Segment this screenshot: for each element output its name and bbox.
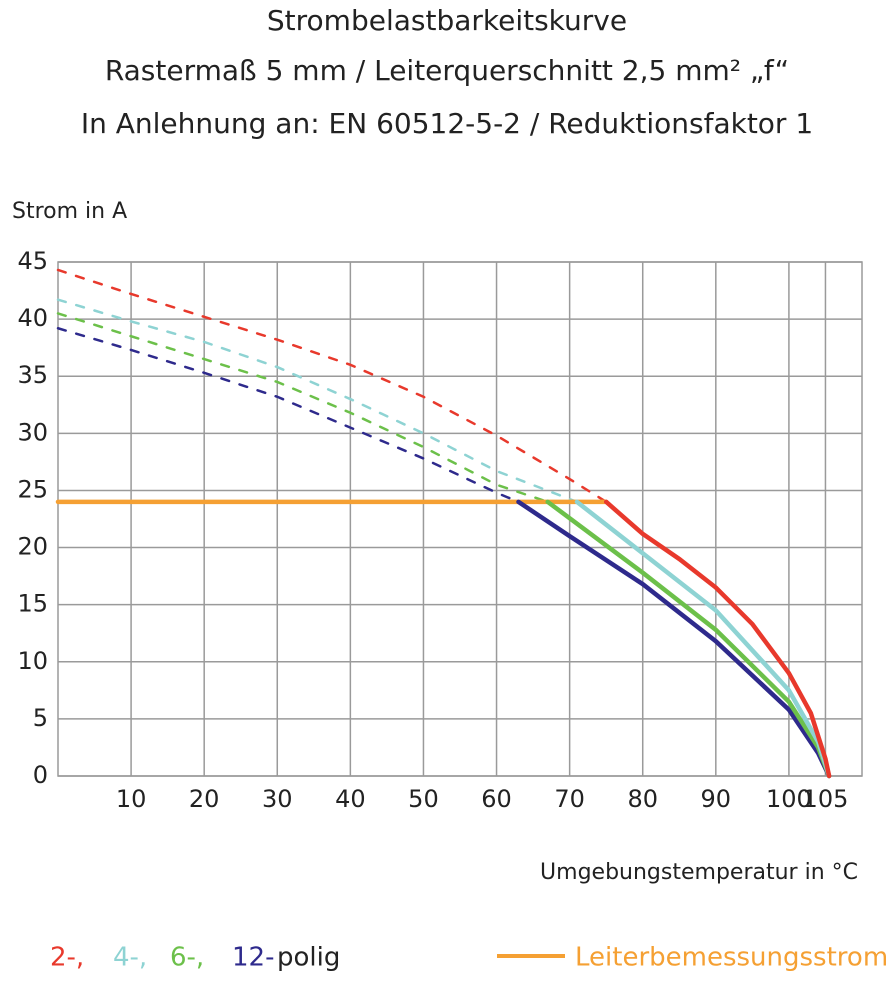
y-tick-label: 25 [17, 475, 48, 503]
y-tick-label: 15 [17, 590, 48, 618]
x-tick-label: 30 [262, 785, 293, 813]
x-tick-label: 20 [189, 785, 220, 813]
legend-label: 2-, [50, 943, 84, 973]
y-tick-label: 30 [17, 418, 48, 446]
legend-label: 12- [232, 943, 274, 973]
x-tick-label: 60 [481, 785, 512, 813]
chart-title: Strombelastbarkeitskurve [267, 4, 627, 37]
x-tick-label: 90 [701, 785, 732, 813]
x-tick-label: 70 [554, 785, 585, 813]
x-tick-label: 10 [116, 785, 147, 813]
chart-subtitle: In Anlehnung an: EN 60512-5-2 / Reduktio… [81, 107, 813, 140]
legend-label: 6-, [170, 943, 204, 973]
legend-label: polig [277, 943, 340, 973]
y-tick-label: 35 [17, 361, 48, 389]
series-line [545, 499, 832, 779]
x-axis-label: Umgebungstemperatur in °C [540, 860, 858, 885]
series-line [56, 326, 520, 504]
series-line [516, 499, 832, 779]
y-tick-label: 10 [17, 647, 48, 675]
legend-label: 4-, [113, 943, 147, 973]
plot-frame [57, 261, 863, 777]
y-tick-label: 45 [17, 247, 48, 275]
x-tick-label: 40 [335, 785, 366, 813]
series-line [56, 312, 549, 504]
y-axis-label: Strom in A [12, 199, 127, 224]
x-tick-label: 50 [408, 785, 439, 813]
y-tick-label: 5 [33, 704, 48, 732]
chart-subtitle: Rastermaß 5 mm / Leiterquerschnitt 2,5 m… [105, 54, 789, 87]
series-line [603, 499, 832, 779]
series-line [574, 499, 832, 779]
y-tick-label: 40 [17, 304, 48, 332]
x-tick-label: 100 [766, 785, 812, 813]
y-tick-label: 20 [17, 533, 48, 561]
x-tick-label: 105 [803, 785, 849, 813]
y-tick-label: 0 [33, 761, 48, 789]
legend-label: Leiterbemessungsstrom [575, 943, 888, 973]
x-tick-label: 80 [627, 785, 658, 813]
series-line [56, 268, 608, 504]
series-line [56, 298, 579, 504]
